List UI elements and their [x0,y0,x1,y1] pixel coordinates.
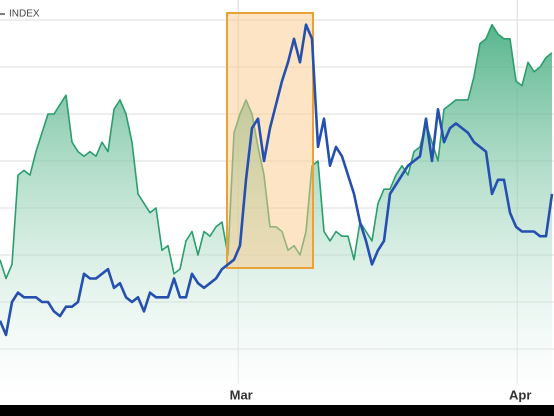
highlight-box [226,12,314,269]
x-tick-label: Apr [509,387,531,402]
line [0,23,554,337]
legend: INDEX [0,9,40,20]
lines [0,23,554,337]
x-tick-label: Mar [230,387,253,402]
legend-label: INDEX [9,9,40,20]
x-axis: Mar Apr [230,387,532,402]
area [0,24,552,396]
bottom-bar [0,405,554,416]
